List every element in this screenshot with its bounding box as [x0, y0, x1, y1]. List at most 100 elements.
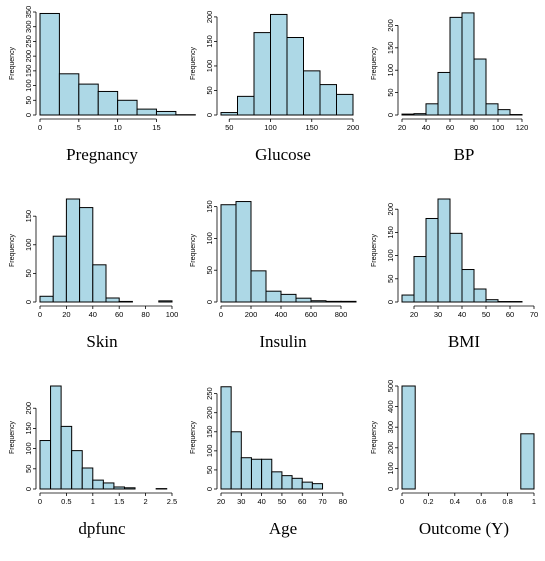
bar: [240, 457, 252, 490]
bar: [413, 256, 427, 303]
bar: [401, 385, 416, 490]
x-tick-label: 60: [446, 123, 454, 132]
y-tick-label: 100: [205, 232, 214, 245]
x-tick-label: 0: [219, 310, 223, 319]
y-tick-label: 200: [386, 19, 395, 32]
bar: [79, 207, 94, 303]
bar: [123, 487, 136, 490]
x-tick-label: 2: [144, 497, 148, 506]
bar: [497, 109, 511, 116]
bar: [50, 385, 62, 490]
bar: [92, 264, 107, 303]
x-tick-label: 0: [38, 123, 42, 132]
y-tick-label: 50: [386, 275, 395, 283]
x-tick-label: 0: [38, 497, 42, 506]
bar: [52, 235, 67, 303]
y-tick-label: 100: [386, 249, 395, 262]
bar: [235, 201, 252, 303]
bar: [92, 479, 104, 490]
x-tick-label: 2.5: [167, 497, 177, 506]
x-tick-label: 40: [422, 123, 430, 132]
x-tick-label: 800: [335, 310, 348, 319]
histogram-svg-glucose: 50 100 150 200 0 50 100 150 200 Frequency Glucose: [190, 11, 359, 164]
x-tick-label: 0: [38, 310, 42, 319]
bar: [286, 37, 304, 116]
y-tick-label: 100: [24, 239, 33, 252]
bar: [81, 467, 94, 490]
bar: [230, 431, 242, 490]
y-tick-label: 150: [24, 210, 33, 223]
y-tick-label: 500: [386, 380, 395, 393]
y-tick-label: 100: [24, 79, 33, 92]
y-tick-label: 50: [205, 86, 214, 94]
histogram-insulin: 0 200 400 600 800 0 50 100 150 Frequency Insulin: [181, 187, 362, 374]
y-tick-label: 300: [386, 421, 395, 434]
x-tick-label: 0.6: [476, 497, 486, 506]
y-tick-label: 0: [386, 300, 395, 304]
y-tick-label: 150: [205, 200, 214, 213]
histogram-skin: 0 20 40 60 80 100 0 50 100 150 Frequency Skin: [0, 187, 181, 374]
y-tick-label: 0: [386, 113, 395, 117]
bar: [39, 12, 60, 116]
histogram-age: 20 30 40 50 60 70 80 0 50 100 150 200 250 Frequency Ag…: [181, 374, 362, 561]
bar: [413, 113, 427, 116]
bar: [271, 471, 283, 490]
y-tick-label: 0: [386, 487, 395, 491]
bar: [113, 486, 125, 490]
y-tick-label: 0: [24, 300, 33, 304]
bar: [310, 300, 327, 303]
bar: [437, 71, 451, 116]
x-tick-label: 100: [166, 310, 179, 319]
histogram-svg-outcome-y: 0 0.2 0.4 0.6 0.8 1 0 100 200 300 400 500 Frequency O…: [371, 380, 536, 538]
y-tick-label: 250: [205, 387, 214, 400]
bar: [473, 58, 487, 116]
bar: [325, 300, 342, 303]
y-tick-label: 100: [386, 64, 395, 77]
histogram-bmi: 20 30 40 50 60 70 0 50 100 150 200 Frequency BMI: [362, 187, 543, 374]
histogram-glucose: 50 100 150 200 0 50 100 150 200 Frequency Glucose: [181, 0, 362, 187]
y-tick-label: 50: [24, 269, 33, 277]
bar: [105, 297, 120, 303]
x-tick-label: 100: [264, 123, 277, 132]
x-tick-label: 50: [225, 123, 233, 132]
y-tick-label: 100: [386, 462, 395, 475]
bar: [117, 99, 138, 116]
bar: [461, 12, 475, 116]
bar: [280, 293, 297, 303]
bar: [261, 458, 273, 490]
x-tick-label: 400: [275, 310, 288, 319]
x-tick-label: 0.4: [450, 497, 460, 506]
histogram-svg-bmi: 20 30 40 50 60 70 0 50 100 150 200 Frequency BMI: [371, 198, 538, 351]
y-tick-label: 150: [386, 42, 395, 55]
histogram-title: Outcome (Y): [419, 519, 509, 538]
bar: [461, 269, 475, 303]
x-tick-label: 60: [115, 310, 123, 319]
bar: [71, 450, 83, 490]
bar: [485, 299, 499, 303]
histogram-svg-insulin: 0 200 400 600 800 0 50 100 150 Frequency Insulin: [190, 200, 357, 351]
y-tick-label: 50: [24, 465, 33, 473]
x-tick-label: 70: [318, 497, 326, 506]
x-tick-label: 70: [530, 310, 538, 319]
y-tick-label: 150: [205, 35, 214, 48]
y-tick-label: 0: [205, 113, 214, 117]
y-tick-label: 400: [386, 400, 395, 413]
histogram-svg-pregnancy: 0 5 10 15050100150200250300350FrequencyPreg…: [9, 6, 196, 164]
y-axis-label: Frequency: [371, 46, 378, 80]
y-tick-label: 200: [386, 203, 395, 216]
bar: [449, 232, 463, 303]
bar: [237, 95, 255, 116]
x-tick-label: 20: [217, 497, 225, 506]
bar: [78, 83, 99, 116]
x-tick-label: 0: [400, 497, 404, 506]
x-tick-label: 600: [305, 310, 318, 319]
bar: [220, 386, 232, 490]
bar: [340, 300, 357, 303]
x-tick-label: 0.8: [502, 497, 512, 506]
y-tick-label: 100: [205, 60, 214, 73]
histogram-svg-skin: 0 20 40 60 80 100 0 50 100 150 Frequency Skin: [9, 198, 179, 351]
bar: [270, 13, 288, 116]
x-tick-label: 60: [506, 310, 514, 319]
bar: [437, 198, 451, 303]
